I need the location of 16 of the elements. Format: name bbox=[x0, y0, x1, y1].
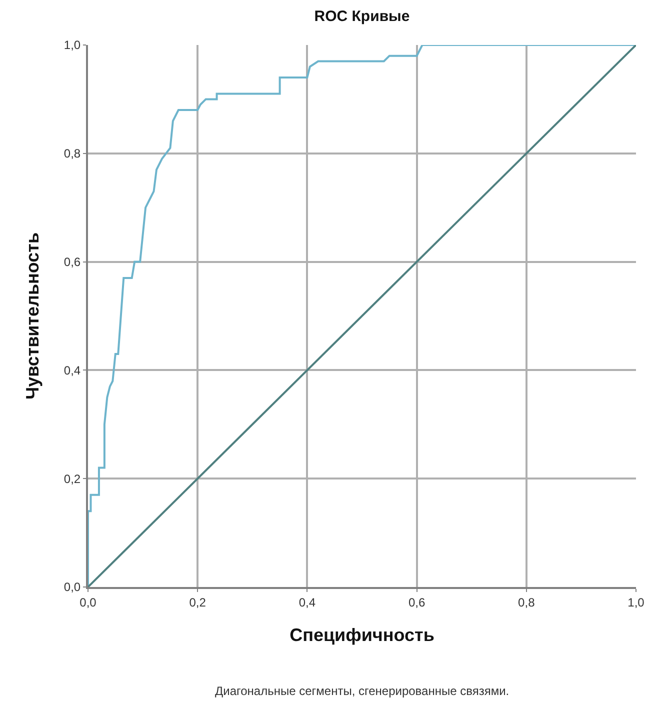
text: Диагональные сегменты, сгенерированные связями. bbox=[215, 684, 510, 698]
y-tick-label: 0,0 bbox=[64, 580, 81, 594]
x-tick-label: 0,2 bbox=[189, 595, 206, 610]
x-tick-label: 0,6 bbox=[408, 595, 426, 610]
x-tick-label: 1,0 bbox=[628, 595, 645, 610]
y-tick-label: 0,4 bbox=[64, 363, 81, 378]
x-tick-label: 0,8 bbox=[518, 595, 536, 610]
y-tick-label: 1,0 bbox=[64, 38, 81, 52]
chart-title: ROC Кривые bbox=[314, 8, 410, 26]
y-tick-label: 0,6 bbox=[64, 255, 81, 269]
x-tick-label: 0,4 bbox=[298, 595, 316, 610]
x-axis-title: Специфичность bbox=[290, 625, 434, 645]
y-tick-label: 0,2 bbox=[64, 472, 81, 486]
y-tick-label: 0,8 bbox=[64, 146, 81, 161]
x-tick-label: 0,0 bbox=[80, 595, 97, 610]
y-axis-title: Чувствительность bbox=[22, 232, 43, 400]
